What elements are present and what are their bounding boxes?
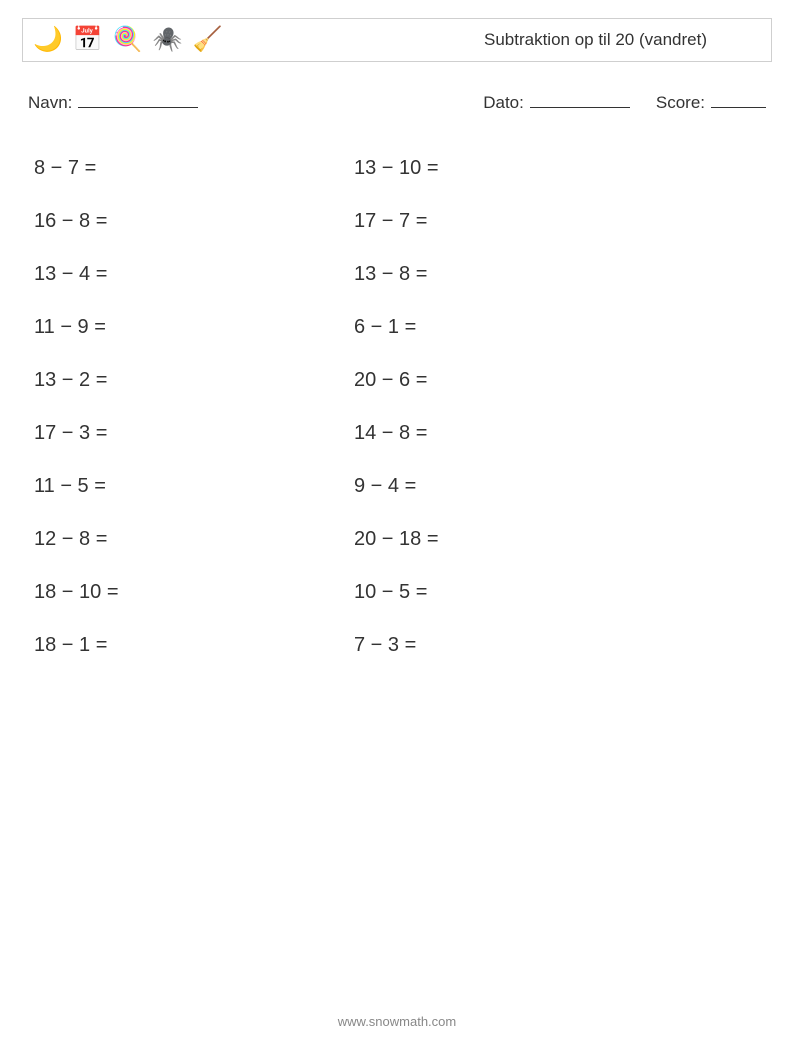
name-blank[interactable]: [78, 90, 198, 108]
problem-cell: 6 − 1 =: [354, 316, 674, 339]
meta-row: Navn: Dato: Score:: [22, 90, 772, 113]
broom-icon: 🧹: [193, 28, 223, 52]
header-icons: 🌙 📅 🍭 🕷️ 🧹: [33, 28, 222, 52]
score-label: Score:: [656, 93, 705, 113]
date-label: Dato:: [483, 93, 524, 113]
witch-moon-icon: 🌙: [33, 28, 63, 52]
problem-cell: 9 − 4 =: [354, 475, 674, 498]
footer-url: www.snowmath.com: [0, 1014, 794, 1029]
problem-cell: 7 − 3 =: [354, 634, 674, 657]
spider-icon: 🕷️: [153, 28, 183, 52]
name-field: Navn:: [28, 90, 198, 113]
problem-cell: 17 − 3 =: [34, 422, 354, 445]
problem-cell: 8 − 7 =: [34, 157, 354, 180]
problem-cell: 11 − 9 =: [34, 316, 354, 339]
problem-cell: 18 − 1 =: [34, 634, 354, 657]
problem-cell: 13 − 2 =: [34, 369, 354, 392]
problem-cell: 12 − 8 =: [34, 528, 354, 551]
problem-cell: 11 − 5 =: [34, 475, 354, 498]
score-blank[interactable]: [711, 90, 766, 108]
problem-cell: 20 − 18 =: [354, 528, 674, 551]
problems-grid: 8 − 7 =13 − 10 = 16 − 8 =17 − 7 = 13 − 4 =…: [22, 157, 772, 657]
problem-cell: 16 − 8 =: [34, 210, 354, 233]
calendar-31-icon: 📅: [73, 28, 103, 52]
worksheet-title: Subtraktion op til 20 (vandret): [484, 30, 707, 50]
problem-cell: 10 − 5 =: [354, 581, 674, 604]
name-label: Navn:: [28, 93, 72, 113]
date-score-group: Dato: Score:: [483, 90, 766, 113]
problem-cell: 20 − 6 =: [354, 369, 674, 392]
problem-cell: 14 − 8 =: [354, 422, 674, 445]
lollipop-icon: 🍭: [113, 28, 143, 52]
problem-cell: 18 − 10 =: [34, 581, 354, 604]
problem-cell: 13 − 4 =: [34, 263, 354, 286]
date-blank[interactable]: [530, 90, 630, 108]
problem-cell: 17 − 7 =: [354, 210, 674, 233]
worksheet-page: 🌙 📅 🍭 🕷️ 🧹 Subtraktion op til 20 (vandre…: [0, 0, 794, 1053]
problem-cell: 13 − 8 =: [354, 263, 674, 286]
header-box: 🌙 📅 🍭 🕷️ 🧹 Subtraktion op til 20 (vandre…: [22, 18, 772, 62]
problem-cell: 13 − 10 =: [354, 157, 674, 180]
